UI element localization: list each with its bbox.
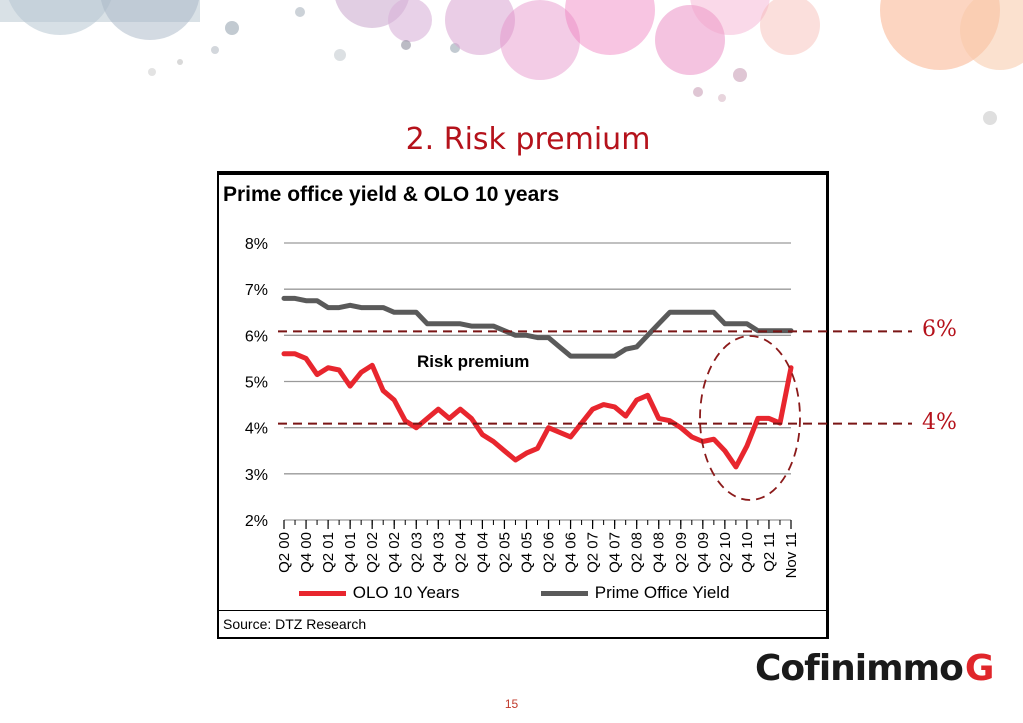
x-tick-label: Q4 02 [386,532,403,573]
x-tick-label: Q2 09 [673,532,690,573]
level-low-label: 4% [922,410,957,435]
y-tick-label: 6% [245,328,268,345]
x-tick-label: Q4 04 [474,532,491,573]
legend-olo-swatch [299,591,346,597]
cofinimmo-logo: CofinimmoG [755,648,995,689]
risk-premium-label: Risk premium [417,352,529,371]
x-tick-label: Q4 01 [342,532,359,573]
x-tick-label: Q2 00 [276,532,293,573]
y-tick-label: 2% [245,513,268,530]
x-tick-label: Q4 03 [430,532,447,573]
x-tick-label: Q2 10 [717,532,734,573]
level-high-label: 6% [922,317,957,342]
x-tick-label: Q4 00 [298,532,315,573]
x-tick-label: Nov 11 [783,532,800,578]
y-tick-label: 3% [245,467,268,484]
chart-panel: Prime office yield & OLO 10 years 2% 3% 4%… [217,171,829,639]
x-tick-label: Q2 01 [320,532,337,573]
header-decoration [0,0,1023,125]
legend-prime-label: Prime Office Yield [594,583,730,602]
x-tick-label: Q2 03 [408,532,425,573]
x-tick-label: Q2 11 [761,532,778,572]
x-tick-label: Q4 09 [695,532,712,573]
series-line-olo-10-years [281,351,794,470]
slide-title: 2. Risk premium [405,122,651,157]
x-tick-label: Q4 08 [651,532,668,573]
y-tick-label: 7% [245,282,268,299]
legend-prime-swatch [541,591,588,597]
logo-mark-icon: G [964,648,995,689]
logo-text: Cofinimmo [755,648,964,689]
page-number: 15 [504,697,519,711]
x-tick-label: Q2 04 [452,532,469,573]
x-tick-label: Q4 10 [739,532,756,573]
x-tick-label: Q2 07 [585,532,602,573]
legend-prime: Prime Office Yield [541,583,730,603]
legend-olo-label: OLO 10 Years [352,583,460,602]
x-tick-label: Q4 06 [563,532,580,573]
series-line-prime-office-yield [281,295,794,359]
line-chart: 2% 3% 4% 5% 6% 7% 8% Q2 00 Q4 00 Q2 01 Q4 01 Q2 02 Q… [245,236,800,578]
x-tick-label: Q2 06 [541,532,558,573]
chart-title: Prime office yield & OLO 10 years [223,183,560,206]
x-tick-label: Q4 07 [607,532,624,573]
x-tick-label: Q2 05 [496,532,513,573]
x-tick-label: Q2 02 [364,532,381,573]
x-tick-label: Q2 08 [629,532,646,573]
y-tick-label: 4% [245,421,268,438]
chart-source: Source: DTZ Research [219,610,826,637]
y-tick-label: 8% [245,236,268,253]
y-tick-label: 5% [245,375,268,392]
legend-olo: OLO 10 Years [299,583,460,603]
x-tick-label: Q4 05 [518,532,535,573]
